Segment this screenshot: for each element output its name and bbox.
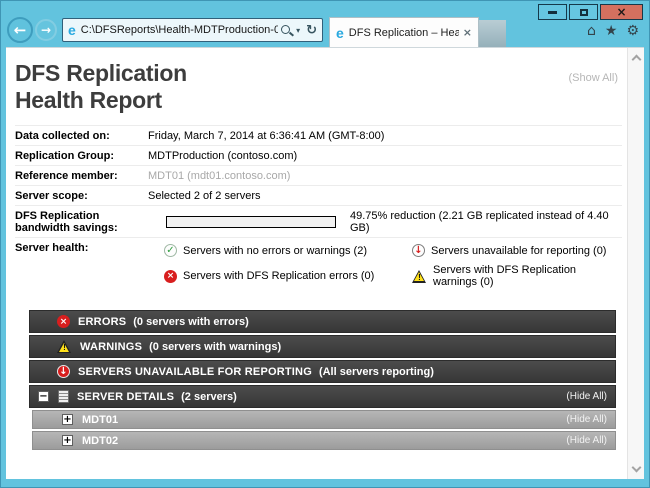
warning-triangle-icon: ! [412, 269, 427, 283]
bandwidth-text: 49.75% reduction (2.21 GB replicated ins… [350, 210, 609, 234]
scroll-up-icon[interactable] [631, 54, 642, 65]
scroll-down-icon[interactable] [631, 462, 642, 473]
health-item-label: Servers with no errors or warnings (2) [183, 244, 368, 257]
page-title-line2: Health Report [15, 87, 162, 113]
refresh-icon[interactable]: ↻ [306, 22, 317, 38]
section-detail: (0 servers with errors) [133, 315, 249, 328]
settings-gear-icon[interactable]: ⚙ [626, 23, 639, 39]
health-item-label: Servers unavailable for reporting (0) [431, 244, 607, 257]
info-row-bandwidth: DFS Replication bandwidth savings: 49.75… [15, 205, 622, 237]
report-info-table: Data collected on: Friday, March 7, 2014… [15, 125, 622, 297]
vertical-scrollbar[interactable] [627, 48, 644, 479]
collapse-box-icon[interactable]: − [38, 391, 49, 402]
info-label: Server scope: [15, 190, 88, 202]
health-item-label: Servers with DFS Replication warnings (0… [433, 264, 577, 288]
hide-all-link[interactable]: (Hide All) [566, 414, 607, 425]
health-item-warnings: ! Servers with DFS Replication warnings … [412, 264, 622, 288]
page-title: DFS Replication Health Report [15, 60, 622, 114]
info-value: Selected 2 of 2 servers [148, 190, 261, 202]
health-report: DFS Replication Health Report (Show All)… [6, 48, 644, 479]
info-value: MDTProduction (contoso.com) [148, 150, 298, 162]
down-arrow-circle-icon: ↓ [412, 244, 425, 257]
warning-triangle-icon: ! [57, 340, 72, 353]
maximize-icon [579, 8, 588, 16]
forward-button[interactable]: → [35, 19, 57, 41]
section-warnings[interactable]: ! WARNINGS (0 servers with warnings) [29, 335, 616, 358]
info-label: Data collected on: [15, 130, 110, 142]
info-label: Reference member: [15, 170, 118, 182]
down-arrow-circle-icon: ↓ [57, 365, 70, 378]
report-sections: × ERRORS (0 servers with errors) ! WARNI… [29, 310, 616, 450]
home-icon[interactable]: ⌂ [586, 23, 596, 39]
info-label: DFS Replication bandwidth savings: [15, 210, 118, 234]
hide-all-link[interactable]: (Hide All) [566, 391, 607, 402]
server-health-grid: ✓ Servers with no errors or warnings (2)… [148, 242, 622, 294]
bandwidth-progress-bar [166, 216, 336, 228]
minimize-button[interactable] [538, 4, 567, 20]
error-circle-icon: × [57, 315, 70, 328]
back-button[interactable]: ← [7, 17, 33, 43]
ie-icon: e [68, 22, 76, 38]
server-icon [58, 390, 69, 403]
section-title: SERVERS UNAVAILABLE FOR REPORTING [78, 365, 312, 378]
section-detail: (All servers reporting) [318, 365, 434, 378]
close-icon: × [616, 5, 627, 19]
section-title: SERVER DETAILS [77, 390, 175, 403]
section-title: WARNINGS [80, 340, 143, 353]
new-tab-button[interactable] [479, 20, 506, 47]
info-label: Server health: [15, 242, 89, 254]
minimize-icon [548, 10, 557, 14]
server-row-mdt02[interactable]: + MDT02 (Hide All) [32, 431, 616, 450]
expand-box-icon[interactable]: + [62, 435, 73, 446]
close-button[interactable]: × [600, 4, 643, 20]
health-item-unavailable: ↓ Servers unavailable for reporting (0) [412, 244, 622, 257]
favorites-star-icon[interactable]: ★ [604, 23, 618, 39]
check-circle-icon: ✓ [164, 244, 177, 257]
browser-tab[interactable]: e DFS Replication – Health Re... × [329, 17, 479, 47]
info-row-data-collected: Data collected on: Friday, March 7, 2014… [15, 125, 622, 145]
address-text[interactable]: C:\DFSReports\Health-MDTProduction-07Ma [80, 24, 278, 36]
info-row-replication-group: Replication Group: MDTProduction (contos… [15, 145, 622, 165]
window-controls: × [538, 4, 643, 20]
tab-close-button[interactable]: × [462, 26, 472, 39]
health-item-label: Servers with DFS Replication errors (0) [183, 270, 375, 282]
tab-title: DFS Replication – Health Re... [348, 26, 459, 39]
maximize-button[interactable] [569, 4, 598, 20]
page-content: DFS Replication Health Report (Show All)… [6, 47, 644, 479]
section-server-details[interactable]: − SERVER DETAILS (2 servers) (Hide All) [29, 385, 616, 408]
server-row-mdt01[interactable]: + MDT01 (Hide All) [32, 410, 616, 429]
info-row-server-scope: Server scope: Selected 2 of 2 servers [15, 185, 622, 205]
section-unavailable[interactable]: ↓ SERVERS UNAVAILABLE FOR REPORTING (All… [29, 360, 616, 383]
section-detail: (2 servers) [181, 390, 237, 403]
health-item-ok: ✓ Servers with no errors or warnings (2) [164, 244, 412, 257]
address-bar[interactable]: e C:\DFSReports\Health-MDTProduction-07M… [62, 18, 323, 42]
navigation-bar: ← → e C:\DFSReports\Health-MDTProduction… [1, 15, 649, 47]
section-detail: (0 servers with warnings) [149, 340, 282, 353]
hide-all-link[interactable]: (Hide All) [566, 435, 607, 446]
section-title: ERRORS [78, 315, 127, 328]
info-value: MDT01 (mdt01.contoso.com) [148, 170, 291, 182]
expand-box-icon[interactable]: + [62, 414, 73, 425]
error-circle-icon: × [164, 269, 177, 283]
info-label: Replication Group: [15, 150, 114, 162]
dropdown-caret-icon[interactable]: ▾ [296, 25, 301, 35]
page-title-line1: DFS Replication [15, 60, 187, 86]
show-all-link[interactable]: (Show All) [568, 72, 618, 84]
server-name: MDT01 [82, 413, 119, 426]
info-value: Friday, March 7, 2014 at 6:36:41 AM (GMT… [148, 130, 385, 142]
info-row-reference-member: Reference member: MDT01 (mdt01.contoso.c… [15, 165, 622, 185]
health-item-errors: × Servers with DFS Replication errors (0… [164, 264, 412, 288]
search-icon[interactable] [280, 24, 293, 37]
section-errors[interactable]: × ERRORS (0 servers with errors) [29, 310, 616, 333]
ie-tab-icon: e [336, 24, 344, 41]
server-name: MDT02 [82, 434, 119, 447]
info-row-server-health: Server health: ✓ Servers with no errors … [15, 237, 622, 297]
